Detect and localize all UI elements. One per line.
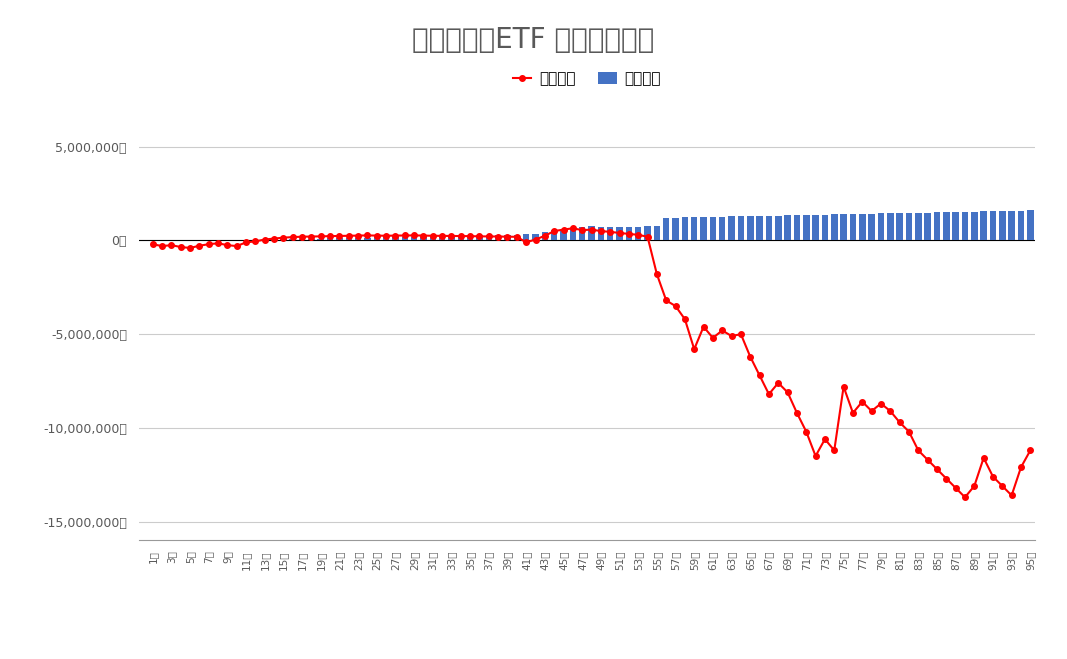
Bar [663, 218, 669, 241]
Bar [439, 236, 445, 241]
Bar [532, 235, 539, 241]
Bar [289, 239, 296, 241]
Bar [784, 215, 791, 241]
Bar [878, 214, 885, 241]
Bar [373, 237, 380, 241]
評価損益 [184, 244, 196, 252]
Bar [896, 213, 903, 241]
Bar [710, 217, 716, 241]
Bar [607, 227, 614, 241]
Bar [849, 214, 856, 241]
評価損益 [305, 233, 318, 241]
Bar [822, 215, 828, 241]
Bar [887, 214, 893, 241]
Line: 評価損益: 評価損益 [150, 225, 1033, 500]
Bar [775, 215, 781, 241]
Bar [971, 212, 977, 241]
評価損益 [567, 224, 579, 232]
Bar [355, 238, 362, 241]
Bar [644, 226, 651, 241]
Bar [430, 237, 436, 241]
Bar [691, 217, 698, 241]
Bar [458, 236, 464, 241]
Bar [393, 237, 399, 241]
Bar [617, 227, 623, 241]
Bar [401, 237, 408, 241]
Bar [953, 212, 959, 241]
Bar [299, 239, 305, 241]
Bar [318, 239, 324, 241]
Bar [654, 226, 660, 241]
評価損益 [958, 494, 971, 501]
Bar [551, 230, 557, 241]
Bar [682, 217, 688, 241]
Bar [579, 227, 586, 241]
Bar [505, 235, 511, 241]
Bar [448, 236, 455, 241]
Bar [625, 227, 632, 241]
Bar [420, 237, 427, 241]
Bar [729, 216, 735, 241]
Bar [513, 235, 520, 241]
評価損益 [146, 241, 159, 248]
Bar [906, 213, 912, 241]
Bar [281, 239, 287, 241]
Bar [961, 212, 968, 241]
評価損益 [809, 452, 822, 460]
Bar [831, 214, 838, 241]
Bar [635, 227, 641, 241]
Bar [719, 217, 726, 241]
Bar [467, 235, 474, 241]
評価損益 [753, 372, 766, 380]
Bar [383, 237, 389, 241]
Bar [570, 229, 576, 241]
Bar [869, 214, 875, 241]
Bar [915, 213, 922, 241]
Bar [757, 216, 763, 241]
Bar [859, 214, 865, 241]
Bar [346, 238, 352, 241]
Bar [588, 227, 594, 241]
Text: トライオーETF 週別運用実績: トライオーETF 週別運用実績 [412, 26, 655, 54]
Bar [271, 239, 277, 241]
Bar [700, 217, 706, 241]
Bar [523, 235, 529, 241]
評価損益 [800, 428, 813, 436]
Bar [261, 240, 268, 241]
Bar [924, 213, 930, 241]
Bar [476, 235, 482, 241]
評価損益 [1024, 446, 1037, 454]
Bar [336, 238, 343, 241]
Bar [812, 215, 818, 241]
Bar [981, 212, 987, 241]
Bar [934, 212, 940, 241]
Bar [803, 215, 810, 241]
Bar [841, 214, 847, 241]
Bar [999, 211, 1005, 241]
Bar [485, 235, 492, 241]
Bar [364, 238, 370, 241]
Bar [990, 212, 997, 241]
Bar [411, 237, 417, 241]
Bar [308, 239, 315, 241]
Bar [672, 217, 679, 241]
評価損益 [771, 379, 784, 387]
Bar [542, 232, 548, 241]
Bar [327, 239, 333, 241]
Bar [1018, 211, 1024, 241]
Bar [747, 216, 753, 241]
Bar [737, 216, 744, 241]
Bar [943, 212, 950, 241]
Bar [1028, 210, 1034, 241]
Bar [598, 227, 604, 241]
Bar [794, 215, 800, 241]
Bar [560, 229, 567, 241]
Bar [495, 235, 501, 241]
Legend: 評価損益, 実現損益: 評価損益, 実現損益 [513, 71, 660, 86]
Bar [766, 215, 773, 241]
Bar [1008, 211, 1015, 241]
